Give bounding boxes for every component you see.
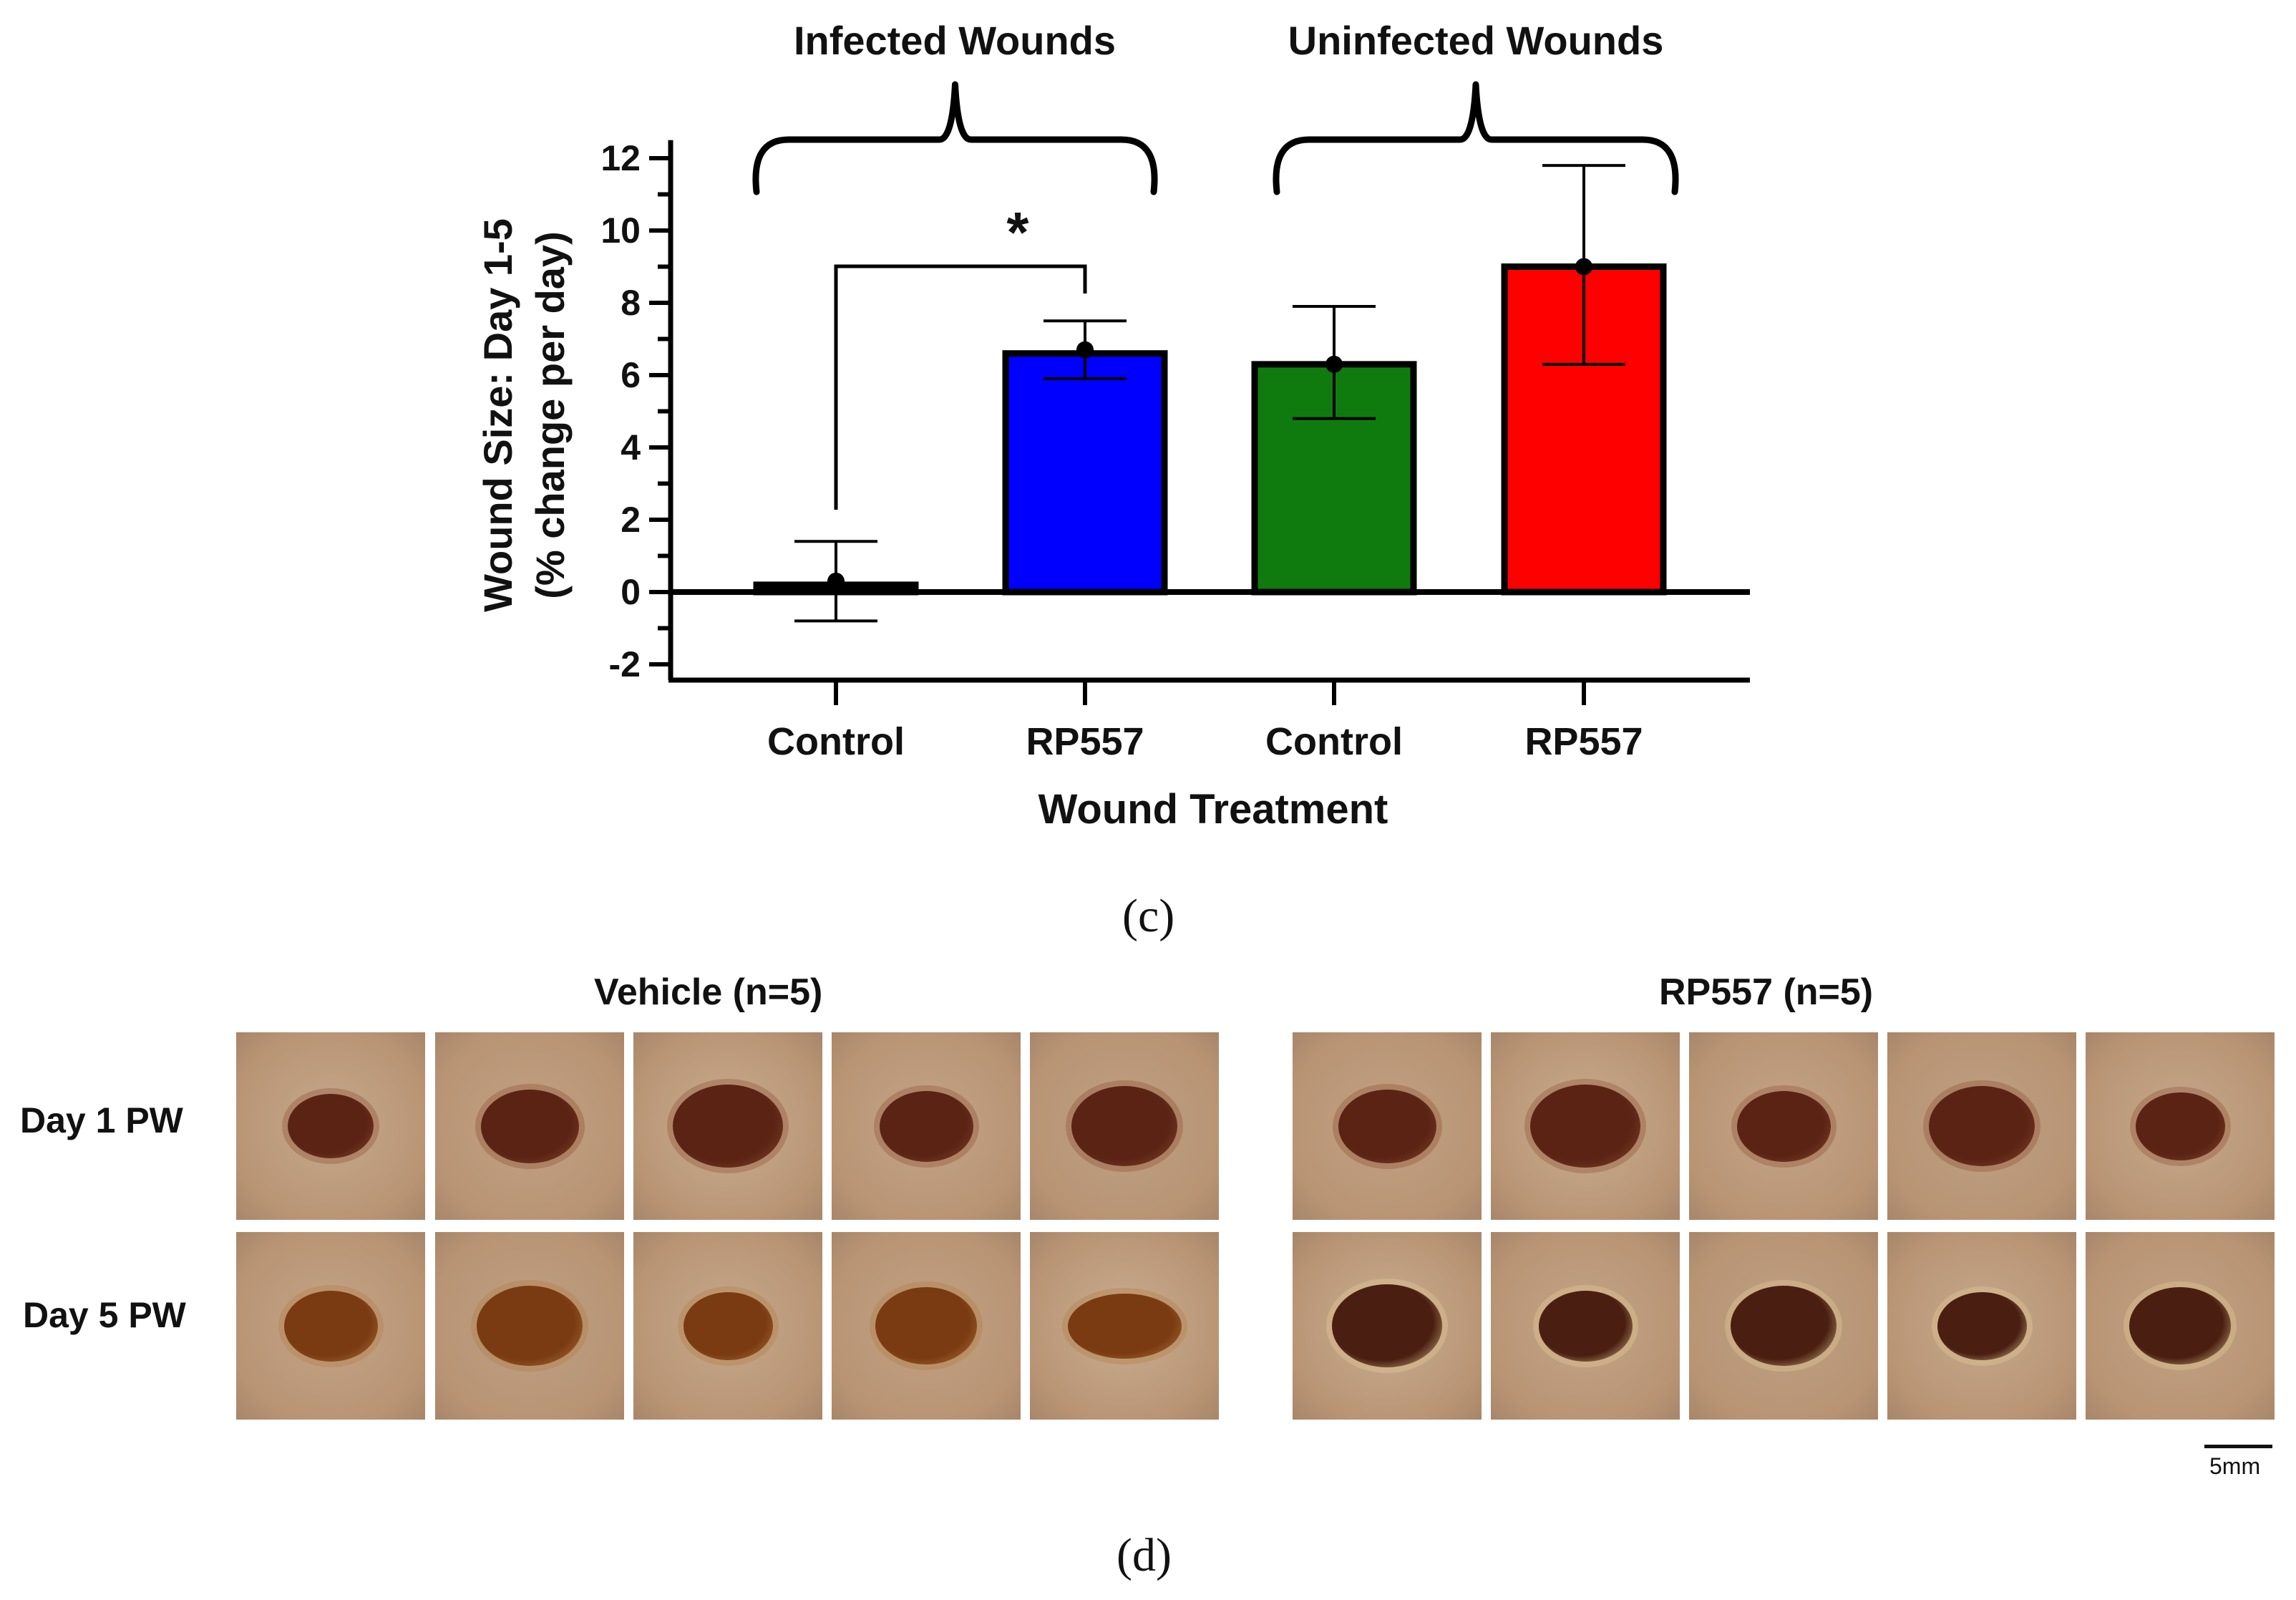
significance-marker: * (1006, 200, 1029, 264)
wound-photo (633, 1232, 822, 1420)
wound-area (879, 1090, 973, 1162)
chart-bars (753, 263, 1667, 596)
y-tick-label: 4 (621, 427, 641, 467)
scale-bar-label: 5mm (2209, 1453, 2261, 1479)
wound-photo (1689, 1032, 1878, 1220)
rp557-title: RP557 (n=5) (1659, 971, 1874, 1013)
wound-area (1530, 1085, 1640, 1168)
wound-photo (435, 1232, 624, 1420)
chart-labels: -2 0 2 4 6 8 10 12 * Infected Wounds Uninfected Wo… (475, 18, 1663, 833)
y-axis-title-line2: (% change per day) (527, 231, 573, 598)
wound-area (283, 1290, 378, 1362)
wound-area (1929, 1086, 2035, 1166)
wound-photo (236, 1232, 425, 1420)
row-label-day1: Day 1 PW (20, 1100, 183, 1140)
wound-photo (1293, 1232, 1482, 1420)
wound-area (1338, 1089, 1436, 1163)
wound-photo (236, 1032, 425, 1220)
wound-area (2135, 1092, 2225, 1160)
panel-d-label: (d) (1117, 1529, 1172, 1581)
wound-photo (1030, 1232, 1219, 1420)
wound-photo (1887, 1232, 2076, 1420)
y-tick-label: 8 (621, 283, 641, 323)
mean-marker (1575, 258, 1592, 276)
x-tick-label: Control (1265, 720, 1403, 763)
y-tick-label: 0 (621, 572, 641, 612)
y-tick-label: 6 (621, 355, 641, 395)
wound-photo (2086, 1232, 2275, 1420)
wound-area (875, 1287, 977, 1364)
y-axis-title-line1: Wound Size: Day 1-5 (475, 218, 520, 612)
y-tick-label: 10 (600, 210, 641, 251)
wound-photo (1689, 1232, 1878, 1420)
wound-area (1332, 1284, 1442, 1367)
wound-photo (2086, 1032, 2275, 1220)
group-brackets (752, 81, 1679, 510)
wound-area (2129, 1287, 2231, 1364)
significance-bracket (834, 264, 1087, 510)
mean-marker (1076, 341, 1094, 359)
x-tick-label: RP557 (1026, 720, 1144, 763)
wound-area (1736, 1090, 1831, 1162)
chart-error-bars (794, 164, 1625, 623)
mean-marker (827, 572, 845, 590)
uninfected-group-bracket (1273, 81, 1679, 195)
wound-photo (1030, 1032, 1219, 1220)
infected-group-bracket (752, 81, 1158, 195)
wound-photo (1491, 1232, 1680, 1420)
wound-area (288, 1094, 374, 1158)
wound-photo (832, 1232, 1021, 1420)
row-label-day5: Day 5 PW (23, 1295, 186, 1335)
y-tick-label: 2 (621, 500, 641, 540)
wound-photo (1491, 1032, 1680, 1220)
wound-area (1538, 1290, 1633, 1362)
mean-marker (1325, 355, 1343, 373)
wound-photo (1887, 1032, 2076, 1220)
wound-photo (633, 1032, 822, 1220)
panel-c-label: (c) (1122, 890, 1175, 942)
bar-rp557-1 (1002, 350, 1168, 596)
wound-area (1067, 1293, 1182, 1359)
x-tick-label: Control (767, 720, 905, 763)
y-tick-label: -2 (609, 644, 641, 684)
y-tick-label: 12 (600, 138, 641, 178)
wound-area (1731, 1286, 1837, 1366)
x-axis-title: Wound Treatment (1038, 786, 1388, 833)
wound-photo (832, 1032, 1021, 1220)
wound-area (1071, 1086, 1177, 1166)
wound-area (673, 1085, 783, 1168)
wound-area (480, 1089, 579, 1163)
vehicle-title: Vehicle (n=5) (594, 971, 823, 1013)
wound-area (477, 1286, 583, 1366)
wound-area (683, 1291, 773, 1360)
wound-area (1937, 1291, 2027, 1360)
wound-photo (1293, 1032, 1482, 1220)
group-label-infected: Infected Wounds (794, 18, 1116, 63)
group-label-uninfected: Uninfected Wounds (1288, 18, 1664, 63)
wound-photo (435, 1032, 624, 1220)
x-tick-label: RP557 (1524, 720, 1643, 763)
scale-bar (2204, 1445, 2272, 1448)
